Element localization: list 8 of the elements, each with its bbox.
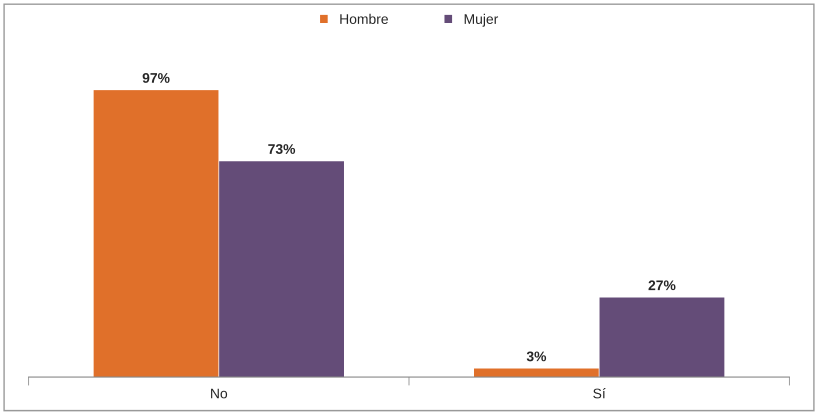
data-label: 97%: [142, 73, 170, 83]
x-tick-label: Sí: [593, 388, 606, 398]
x-tick-label: No: [211, 388, 228, 398]
legend-label: Hombre: [340, 14, 388, 24]
data-label: 73%: [268, 144, 296, 154]
legend-label: Mujer: [464, 14, 498, 27]
data-label: 3%: [526, 351, 546, 362]
data-label: 27%: [648, 280, 676, 290]
